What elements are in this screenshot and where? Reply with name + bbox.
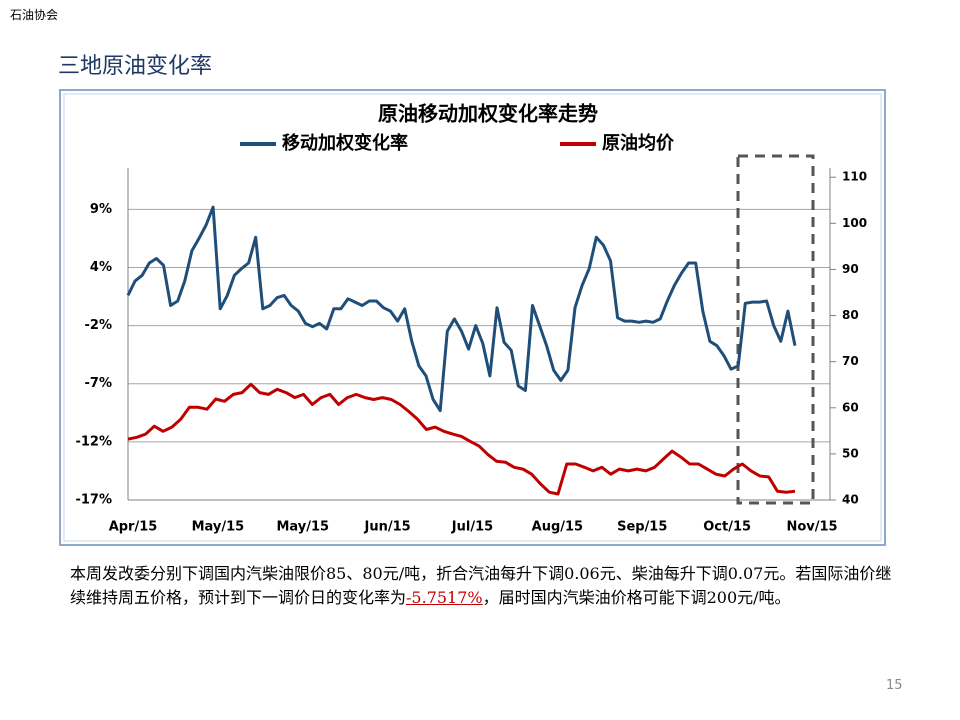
y2-tick-label: 60 xyxy=(842,400,859,414)
slide-title: 三地原油变化率 xyxy=(58,54,213,79)
y2-tick-label: 40 xyxy=(842,493,859,507)
series-line xyxy=(127,382,796,496)
note-text: ，届时国内汽柴油价格可能下调200元/吨。 xyxy=(482,588,791,607)
note-text: 本周发改委分别下调国内汽柴油限价85、80元/吨，折合汽油每升下调0.06元、柴… xyxy=(70,564,892,607)
x-tick-label: Jun/15 xyxy=(364,520,411,535)
note: 本周发改委分别下调国内汽柴油限价85、80元/吨，折合汽油每升下调0.06元、柴… xyxy=(70,562,900,610)
y2-tick-label: 80 xyxy=(842,308,859,322)
y-tick-label: -17% xyxy=(75,493,112,508)
x-tick-label: Aug/15 xyxy=(532,520,583,535)
y2-tick-label: 110 xyxy=(842,170,867,184)
y-tick-label: -7% xyxy=(85,376,112,391)
legend-label: 原油均价 xyxy=(602,132,675,154)
y2-tick-label: 50 xyxy=(842,446,859,460)
x-tick-label: May/15 xyxy=(192,520,245,535)
series-line xyxy=(126,205,797,413)
note-highlight: -5.7517% xyxy=(406,588,483,607)
y2-tick-label: 90 xyxy=(842,262,859,276)
highlight-box xyxy=(736,154,815,505)
x-tick-label: Nov/15 xyxy=(786,520,837,535)
y-tick-label: 9% xyxy=(90,202,112,217)
x-tick-label: Apr/15 xyxy=(109,520,158,535)
x-tick-label: Oct/15 xyxy=(703,520,751,535)
page-number: 15 xyxy=(886,678,903,693)
y-tick-label: -2% xyxy=(85,318,112,333)
x-tick-label: May/15 xyxy=(276,520,329,535)
x-tick-label: Sep/15 xyxy=(617,520,667,535)
org-name: 石油协会 xyxy=(10,8,59,22)
x-tick-label: Jul/15 xyxy=(451,520,493,535)
legend-label: 移动加权变化率 xyxy=(282,132,408,154)
chart-frame-inner xyxy=(63,93,882,542)
y-tick-label: -12% xyxy=(75,434,112,449)
chart-title: 原油移动加权变化率走势 xyxy=(378,102,598,126)
y2-tick-label: 100 xyxy=(842,216,867,230)
y2-tick-label: 70 xyxy=(842,354,859,368)
y-tick-label: 4% xyxy=(90,260,112,275)
